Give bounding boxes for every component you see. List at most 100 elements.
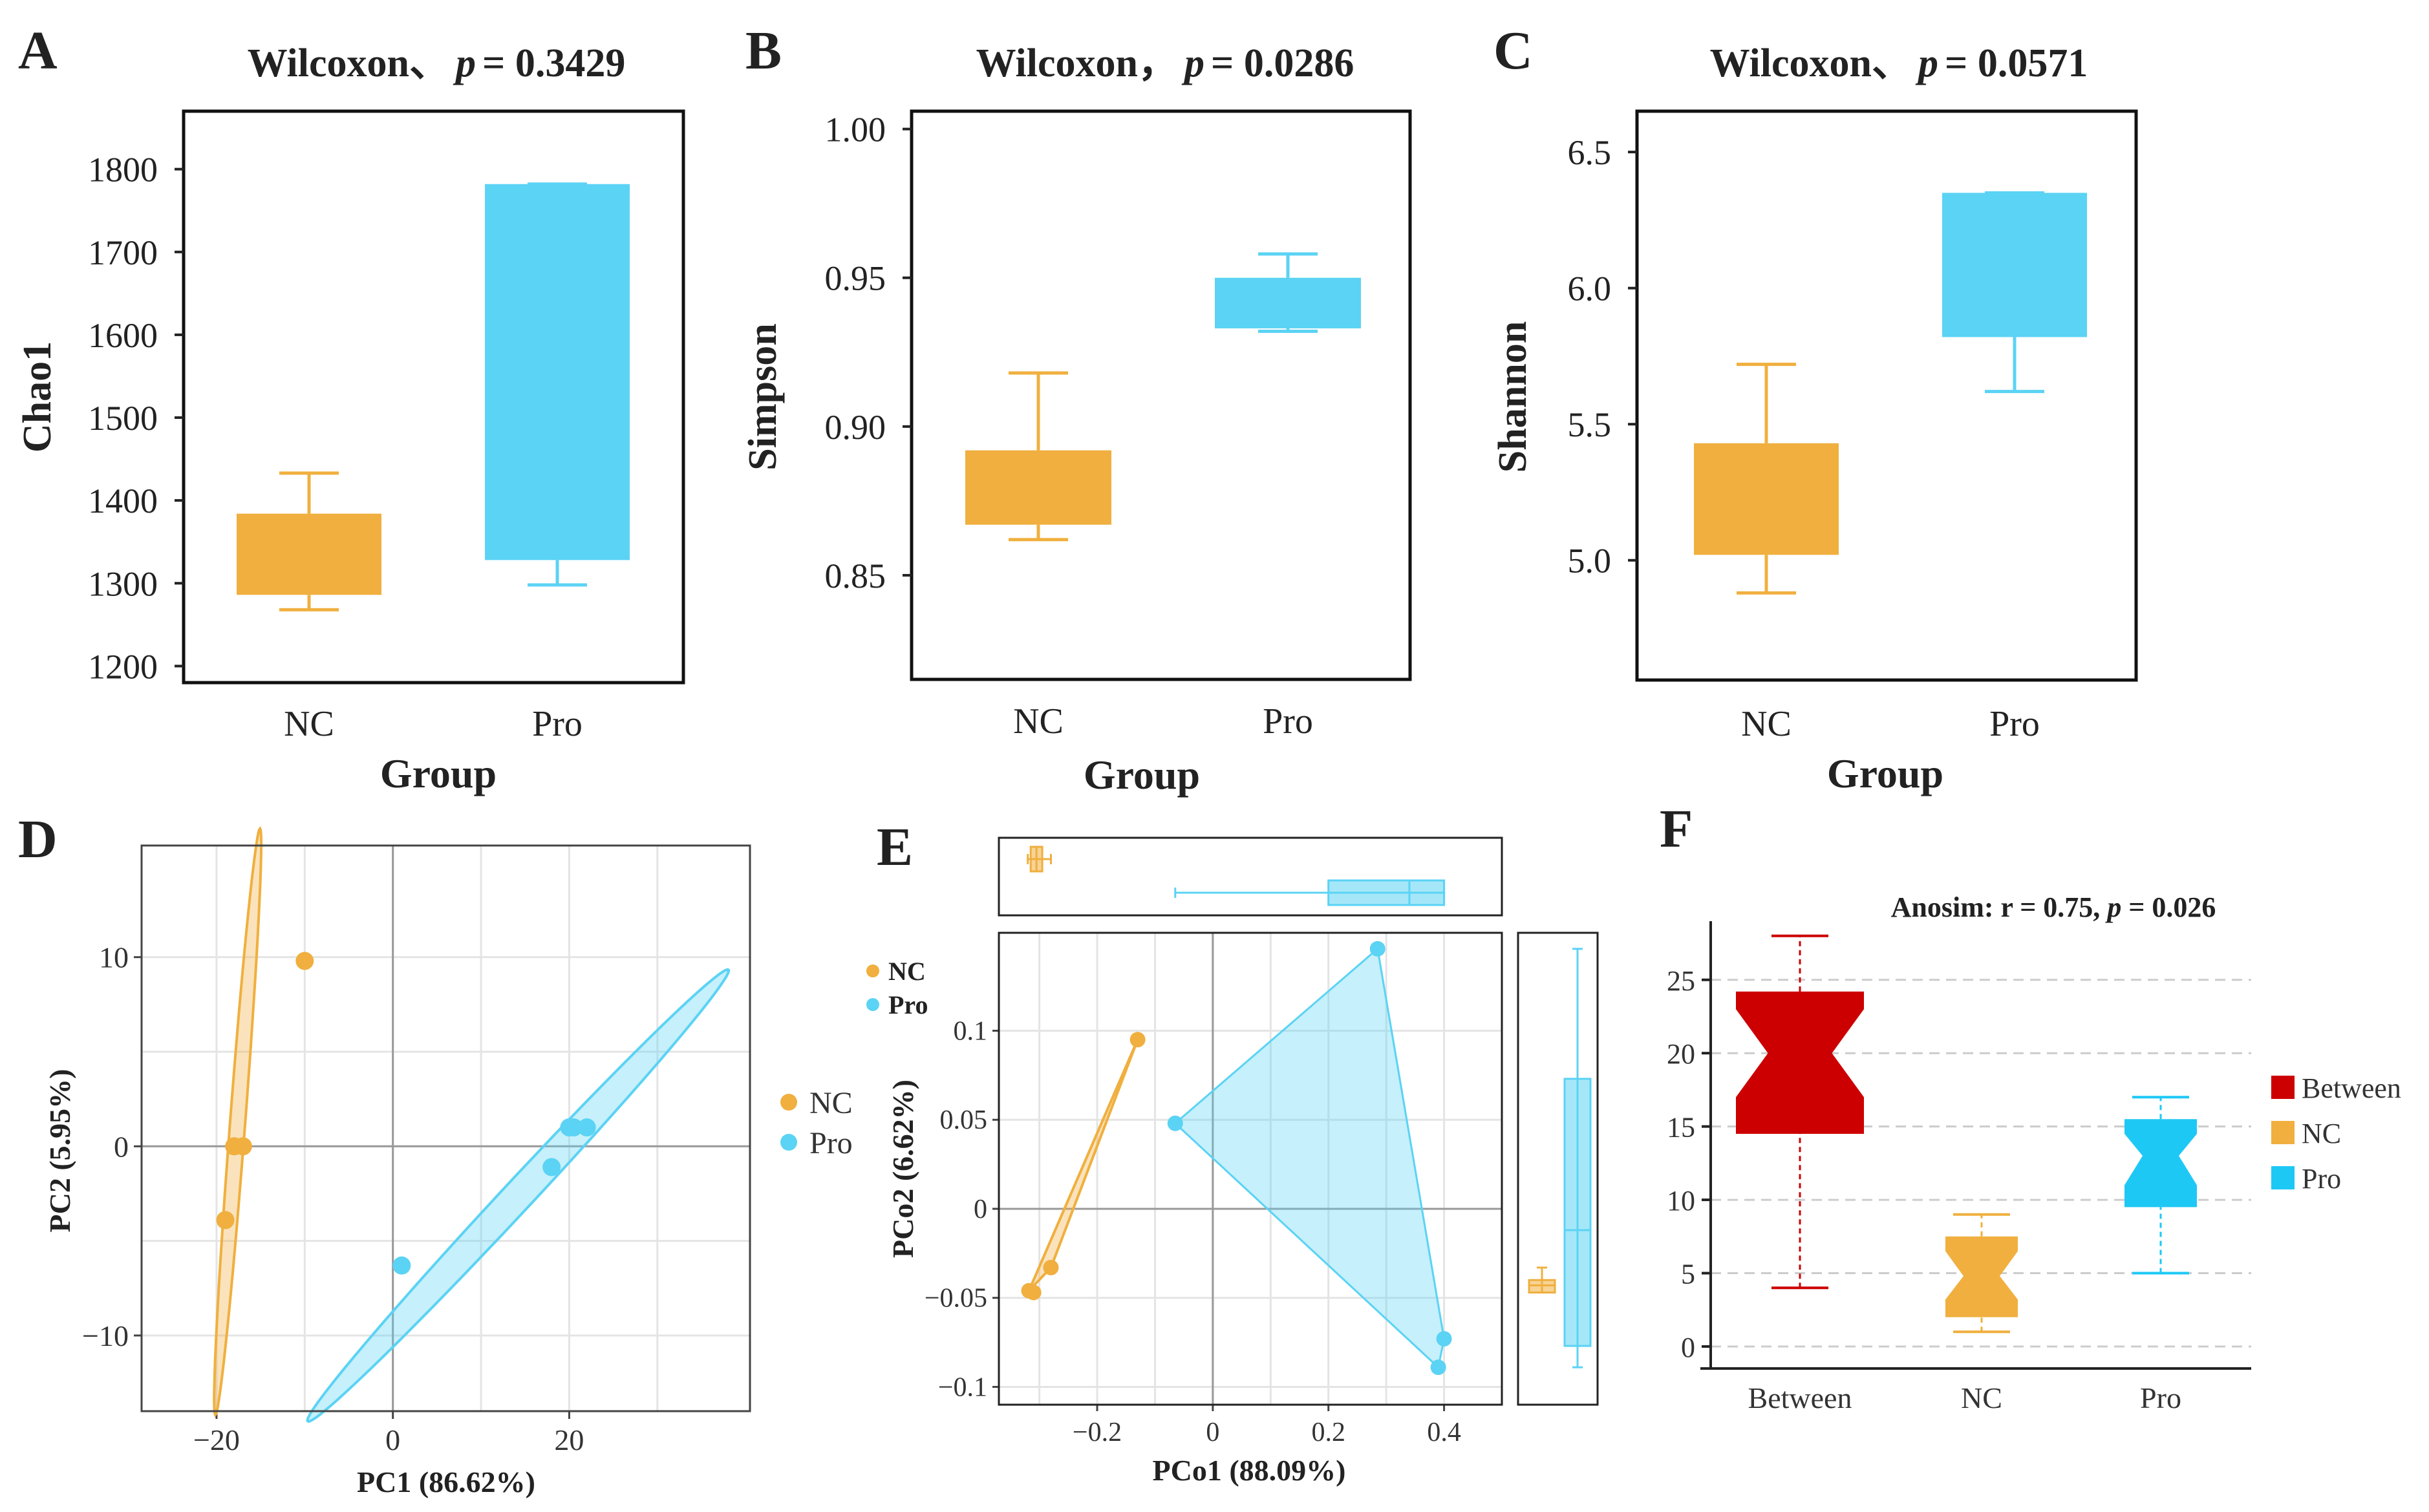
ylabel-c: Shannon — [1491, 321, 1535, 473]
y-tick-label: 0 — [1681, 1332, 1695, 1363]
notched-box-nc — [1945, 1236, 2018, 1317]
box-a-pro — [485, 184, 630, 560]
xtick-f-nc: NC — [1961, 1381, 2002, 1414]
point-nc — [216, 1211, 235, 1230]
legend-f: Between NC Pro — [2271, 1072, 2401, 1195]
boxes-a — [237, 182, 630, 612]
point-pro — [577, 1118, 596, 1137]
x-tick-label: 0 — [385, 1423, 400, 1456]
plot-frame-a — [182, 109, 685, 685]
title-f: Anosim: r = 0.75, p = 0.026 — [1891, 891, 2216, 923]
y-tick-label: 25 — [1667, 965, 1695, 997]
y-tick-label: 5.5 — [1568, 405, 1612, 444]
point-nc — [1025, 1284, 1042, 1301]
y-tick-label: 0 — [974, 1195, 987, 1224]
y-tick-label: −10 — [82, 1319, 129, 1352]
y-tick-label: −0.1 — [938, 1372, 987, 1402]
y-tick-label: 1700 — [88, 233, 158, 272]
xtick-c-nc: NC — [1741, 704, 1792, 744]
y-tick-label: 10 — [99, 941, 129, 974]
panel-f: F Anosim: r = 0.75, p = 0.026 0 5 10 15 20 25… — [1660, 799, 2401, 1414]
box-a-nc — [237, 513, 381, 595]
legend-e-nc-label: NC — [888, 957, 926, 986]
point-pro — [1369, 941, 1386, 957]
panel-label-b: B — [745, 21, 782, 81]
panel-label-c: C — [1493, 21, 1533, 81]
point-pro — [542, 1158, 561, 1177]
ylabel-b: Simpson — [741, 323, 785, 470]
panel-b: B Wilcoxon， p = 0.0286 0.85 0.90 0.95 1.00 Si… — [741, 21, 1412, 798]
y-tick-label: 1.00 — [825, 111, 886, 149]
y-tick-label: 0.95 — [825, 259, 886, 298]
xlabel-a: Group — [380, 751, 497, 796]
right-box-pro — [1563, 1078, 1592, 1347]
x-tick-label: 20 — [554, 1423, 584, 1456]
right-boxes-e — [1528, 948, 1592, 1368]
legend-f-nc-swatch — [2271, 1121, 2295, 1144]
legend-d: NC Pro — [780, 1086, 853, 1160]
hull-nc — [1027, 1039, 1139, 1292]
y-tick-label: 1200 — [88, 647, 158, 686]
y-tick-label: 0.85 — [825, 557, 886, 595]
legend-f-nc-label: NC — [2302, 1118, 2341, 1149]
box-b-pro — [1215, 277, 1361, 328]
y-tick-label: 6.5 — [1568, 133, 1612, 172]
plot-frame-e — [998, 932, 1503, 1406]
y-axis-c: 5.0 5.5 6.0 6.5 — [1568, 133, 1637, 580]
point-nc — [233, 1137, 252, 1156]
x-tick-label: 0.2 — [1311, 1418, 1345, 1447]
point-pro — [1430, 1359, 1446, 1376]
y-tick-label: 0.90 — [825, 408, 886, 447]
notched-box-pro — [2124, 1119, 2197, 1208]
y-tick-label: 6.0 — [1568, 270, 1612, 308]
ylabel-d: PC2 (5.95%) — [43, 1069, 76, 1233]
y-tick-label: 5.0 — [1568, 542, 1612, 580]
ylabel-e: PCo2 (6.62%) — [886, 1080, 919, 1258]
point-pro — [564, 1118, 583, 1137]
point-nc — [1043, 1259, 1059, 1275]
panel-label-a: A — [18, 21, 58, 81]
box-c-pro — [1942, 193, 2087, 337]
panel-a: A Wilcoxon、 p = 0.3429 1200 1300 1400 1500 160… — [16, 21, 685, 796]
xlabel-d: PC1 (86.62%) — [357, 1465, 535, 1498]
boxes-c — [1694, 191, 2087, 595]
point-pro — [1436, 1331, 1452, 1347]
ylabel-a: Chao1 — [16, 341, 59, 453]
y-tick-label: 1800 — [88, 151, 158, 189]
title-a: Wilcoxon、 p = 0.3429 — [248, 41, 626, 85]
y-tick-label: 1400 — [88, 482, 158, 520]
ellipse-nc — [213, 825, 263, 1418]
legend-d-pro-marker — [780, 1134, 797, 1151]
legend-e-nc-marker — [866, 964, 879, 977]
notched-box-between — [1736, 991, 1864, 1134]
point-pro — [1167, 1115, 1183, 1131]
right-box-frame-e — [1517, 932, 1599, 1406]
point-pro — [392, 1256, 411, 1275]
legend-f-between-swatch — [2271, 1076, 2295, 1099]
ellipse-pro — [306, 968, 731, 1423]
y-tick-label: 0.05 — [940, 1105, 988, 1135]
point-nc — [295, 952, 314, 970]
xtick-a-nc: NC — [284, 704, 334, 744]
top-boxes-e — [1027, 846, 1446, 906]
panel-label-d: D — [18, 809, 58, 869]
legend-d-nc-label: NC — [809, 1086, 853, 1120]
xtick-a-pro: Pro — [532, 704, 583, 744]
y-tick-label: 10 — [1667, 1185, 1695, 1217]
title-b: Wilcoxon， p = 0.0286 — [976, 41, 1354, 85]
boxes-b — [965, 252, 1361, 542]
top-box-frame-e — [998, 836, 1503, 917]
legend-f-pro-label: Pro — [2302, 1163, 2341, 1195]
legend-e: NC Pro — [866, 957, 928, 1019]
y-tick-label: 15 — [1667, 1112, 1695, 1144]
plot-frame-c — [1635, 109, 2138, 682]
xtick-f-between: Between — [1748, 1381, 1852, 1414]
legend-e-pro-label: Pro — [888, 990, 928, 1019]
xlabel-c: Group — [1827, 751, 1943, 796]
x-tick-label: 0.4 — [1427, 1418, 1461, 1447]
panel-label-e: E — [877, 817, 913, 877]
y-axis-b: 0.85 0.90 0.95 1.00 — [825, 111, 912, 595]
grid-e: −0.2 0 0.2 0.4 −0.1 −0.05 0 0.05 0.1 — [925, 933, 1502, 1447]
y-tick-label: 5 — [1681, 1259, 1695, 1290]
